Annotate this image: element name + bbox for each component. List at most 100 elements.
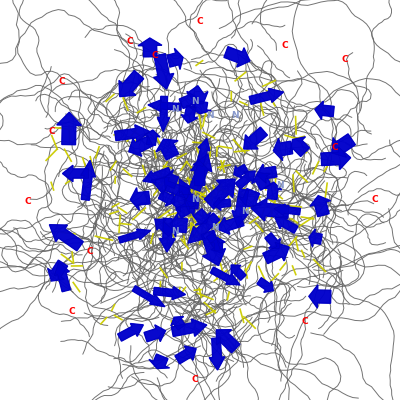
Text: C: C — [342, 56, 348, 64]
Polygon shape — [81, 160, 95, 200]
Polygon shape — [321, 147, 351, 170]
Polygon shape — [138, 38, 162, 57]
Polygon shape — [274, 204, 300, 216]
Polygon shape — [191, 160, 209, 186]
Polygon shape — [175, 346, 196, 364]
Polygon shape — [57, 112, 81, 145]
Polygon shape — [156, 139, 178, 160]
Polygon shape — [257, 278, 273, 292]
Polygon shape — [264, 182, 282, 200]
Text: C: C — [69, 308, 75, 316]
Text: C: C — [127, 38, 133, 46]
Polygon shape — [159, 218, 175, 252]
Text: N: N — [171, 228, 179, 236]
Polygon shape — [190, 154, 212, 191]
Polygon shape — [213, 198, 231, 210]
Polygon shape — [155, 219, 174, 236]
Polygon shape — [54, 262, 70, 292]
Polygon shape — [231, 265, 246, 280]
Polygon shape — [201, 230, 226, 266]
Polygon shape — [209, 338, 225, 370]
Polygon shape — [224, 47, 250, 67]
Text: N: N — [191, 196, 199, 204]
Polygon shape — [263, 242, 289, 264]
Polygon shape — [130, 188, 150, 210]
Polygon shape — [48, 260, 68, 281]
Polygon shape — [164, 170, 178, 190]
Polygon shape — [332, 134, 355, 157]
Polygon shape — [158, 190, 175, 206]
Polygon shape — [144, 130, 160, 145]
Polygon shape — [244, 127, 268, 149]
Polygon shape — [184, 192, 199, 213]
Polygon shape — [238, 188, 261, 207]
Text: N: N — [241, 208, 249, 216]
Polygon shape — [181, 106, 198, 123]
Polygon shape — [275, 216, 298, 233]
Polygon shape — [176, 199, 195, 218]
Polygon shape — [251, 198, 289, 221]
Polygon shape — [170, 212, 188, 237]
Polygon shape — [50, 225, 83, 251]
Text: C: C — [332, 144, 338, 152]
Polygon shape — [232, 189, 248, 227]
Polygon shape — [144, 325, 166, 342]
Polygon shape — [143, 168, 171, 183]
Polygon shape — [158, 96, 170, 132]
Polygon shape — [309, 285, 331, 308]
Polygon shape — [196, 138, 210, 166]
Polygon shape — [216, 330, 240, 353]
Polygon shape — [265, 233, 280, 248]
Polygon shape — [309, 229, 322, 247]
Text: N: N — [276, 180, 284, 190]
Polygon shape — [234, 164, 248, 178]
Polygon shape — [190, 101, 211, 114]
Polygon shape — [118, 229, 151, 243]
Polygon shape — [252, 173, 271, 190]
Polygon shape — [204, 179, 235, 209]
Text: N: N — [211, 224, 219, 232]
Polygon shape — [119, 70, 144, 97]
Text: C: C — [197, 18, 203, 26]
Polygon shape — [210, 267, 240, 285]
Polygon shape — [132, 286, 165, 307]
Text: C: C — [302, 318, 308, 326]
Text: N: N — [191, 98, 199, 106]
Polygon shape — [154, 54, 174, 89]
Text: C: C — [49, 128, 55, 136]
Polygon shape — [188, 213, 220, 243]
Text: C: C — [192, 376, 198, 384]
Polygon shape — [115, 125, 150, 142]
Polygon shape — [257, 164, 277, 183]
Polygon shape — [310, 196, 330, 217]
Polygon shape — [129, 136, 153, 156]
Polygon shape — [167, 48, 183, 70]
Polygon shape — [172, 319, 207, 336]
Polygon shape — [206, 233, 223, 253]
Text: N: N — [171, 106, 179, 114]
Polygon shape — [179, 179, 196, 208]
Text: C: C — [25, 198, 31, 206]
Polygon shape — [188, 86, 208, 104]
Polygon shape — [151, 177, 190, 198]
Text: C: C — [152, 50, 158, 60]
Polygon shape — [62, 165, 88, 182]
Text: N: N — [206, 110, 214, 120]
Text: C: C — [372, 196, 378, 204]
Polygon shape — [273, 138, 293, 161]
Polygon shape — [179, 91, 196, 108]
Polygon shape — [171, 316, 185, 330]
Polygon shape — [235, 171, 255, 189]
Polygon shape — [193, 209, 211, 225]
Text: C: C — [282, 40, 288, 50]
Polygon shape — [315, 101, 334, 120]
Polygon shape — [118, 324, 143, 341]
Text: C: C — [87, 248, 93, 256]
Polygon shape — [217, 216, 244, 234]
Polygon shape — [154, 287, 186, 300]
Polygon shape — [211, 238, 225, 250]
Text: N: N — [231, 110, 239, 120]
Polygon shape — [290, 137, 310, 156]
Polygon shape — [171, 190, 194, 212]
Text: C: C — [59, 78, 65, 86]
